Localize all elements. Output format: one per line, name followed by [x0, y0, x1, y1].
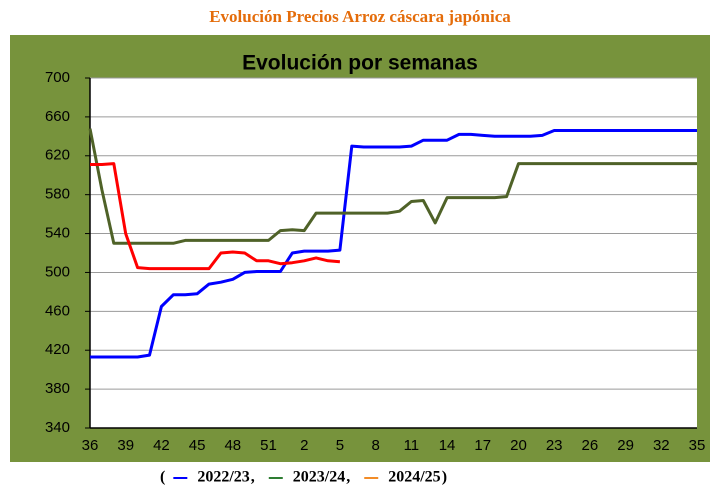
legend-punctuation: (	[160, 469, 165, 486]
x-tick-label: 17	[474, 437, 491, 454]
series-line	[90, 129, 697, 359]
x-tick-label: 8	[371, 437, 379, 454]
legend-label: 2024/25	[388, 469, 440, 486]
chart-title: Evolución Precios Arroz cáscara japónica	[209, 7, 511, 26]
y-tick-label: 700	[45, 69, 70, 86]
x-tick-label: 14	[439, 437, 456, 454]
series-line	[90, 162, 341, 271]
x-tick-label: 26	[582, 437, 599, 454]
series-line	[88, 128, 697, 245]
y-tick-label: 620	[45, 147, 70, 164]
x-tick-label: 2	[300, 437, 308, 454]
y-tick-label: 540	[45, 225, 70, 242]
x-tick-label: 51	[260, 437, 277, 454]
y-tick-label: 340	[45, 419, 70, 436]
x-tick-label: 11	[404, 437, 420, 454]
y-tick-label: 380	[45, 380, 70, 397]
x-tick-label: 20	[510, 437, 527, 454]
x-tick-label: 39	[117, 437, 134, 454]
x-tick-label: 32	[653, 437, 670, 454]
x-tick-label: 42	[153, 437, 170, 454]
x-tick-label: 45	[189, 437, 206, 454]
y-tick-label: 420	[45, 341, 70, 358]
legend-label: 2023/24	[293, 469, 345, 486]
legend-punctuation: ,	[251, 469, 255, 486]
x-tick-label: 36	[82, 437, 99, 454]
x-tick-label: 5	[336, 437, 344, 454]
x-tick-label: 23	[546, 437, 563, 454]
legend: (2022/23, 2023/24, 2024/25)	[160, 469, 447, 486]
plot-area	[90, 78, 697, 428]
x-tick-label: 48	[224, 437, 241, 454]
legend-punctuation: ,	[346, 469, 350, 486]
y-tick-label: 660	[45, 108, 70, 125]
x-tick-label: 29	[617, 437, 634, 454]
chart-subtitle: Evolución por semanas	[242, 52, 478, 75]
y-tick-label: 500	[45, 263, 70, 280]
legend-label: 2022/23	[197, 469, 249, 486]
y-tick-label: 460	[45, 302, 70, 319]
y-tick-label: 580	[45, 186, 70, 203]
legend-punctuation: )	[442, 469, 447, 486]
x-tick-label: 35	[689, 437, 706, 454]
